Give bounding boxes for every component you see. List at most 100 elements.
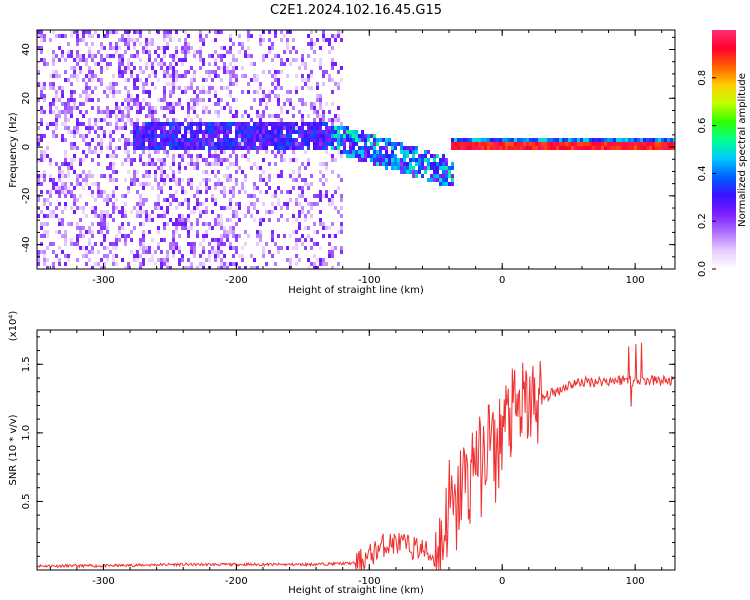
spectrogram-cell (220, 218, 223, 222)
spectrogram-cell (166, 118, 169, 122)
spectrogram-cell (622, 142, 625, 146)
spectrogram-cell (202, 130, 205, 134)
spectrogram-cell (136, 50, 139, 54)
spectrogram-cell (199, 138, 202, 142)
spectrogram-cell (169, 110, 172, 114)
spectrogram-cell (520, 138, 523, 142)
spectrogram-cell (100, 174, 103, 178)
spectrogram-cell (406, 154, 409, 158)
spectrogram-cell (388, 142, 391, 146)
spectrogram-cell (157, 98, 160, 102)
spectrogram-cell (388, 154, 391, 158)
spectrogram-cell (40, 242, 43, 246)
spectrogram-cell (190, 118, 193, 122)
spectrogram-cell (301, 102, 304, 106)
spectrogram-cell (142, 186, 145, 190)
spectrogram-cell (397, 142, 400, 146)
spectrogram-cell (310, 102, 313, 106)
spectrogram-cell (274, 162, 277, 166)
spectrogram-cell (253, 74, 256, 78)
spectrogram-cell (121, 110, 124, 114)
spectrogram-cell (157, 122, 160, 126)
spectrogram-cell (442, 162, 445, 166)
spectrogram-cell (274, 242, 277, 246)
spectrogram-cell (259, 98, 262, 102)
spectrogram-cell (130, 38, 133, 42)
spectrogram-cell (637, 146, 640, 150)
spectrogram-cell (79, 70, 82, 74)
spectrogram-cell (70, 50, 73, 54)
spectrogram-cell (145, 42, 148, 46)
spectrogram-cell (151, 186, 154, 190)
spectrogram-cell (199, 126, 202, 130)
spectrogram-cell (265, 150, 268, 154)
spectrogram-cell (130, 178, 133, 182)
spectrogram-cell (73, 74, 76, 78)
spectrogram-cell (229, 50, 232, 54)
spectrogram-cell (226, 70, 229, 74)
spectrogram-cell (178, 214, 181, 218)
spectrogram-cell (319, 102, 322, 106)
spectrogram-cell (517, 146, 520, 150)
spectrogram-cell (199, 190, 202, 194)
spectrogram-cell (223, 130, 226, 134)
spectrogram-cell (220, 226, 223, 230)
spectrogram-cell (226, 130, 229, 134)
spectrogram-cell (139, 206, 142, 210)
spectrogram-cell (40, 50, 43, 54)
spectrogram-cell (325, 178, 328, 182)
spectrogram-cell (172, 146, 175, 150)
spectrogram-cell (286, 46, 289, 50)
spectrogram-cell (190, 122, 193, 126)
spectrogram-cell (664, 138, 667, 142)
spectrogram-cell (43, 62, 46, 66)
spectrogram-cell (604, 146, 607, 150)
spectrogram-cell (223, 126, 226, 130)
spectrogram-cell (253, 182, 256, 186)
spectrogram-cell (256, 266, 259, 269)
spectrogram-cell (229, 142, 232, 146)
spectrogram-cell (595, 146, 598, 150)
spectrogram-cell (256, 74, 259, 78)
spectrogram-cell (448, 174, 451, 178)
spectrogram-cell (112, 130, 115, 134)
spectrogram-cell (598, 142, 601, 146)
spectrogram-cell (562, 142, 565, 146)
spectrogram-cell (223, 66, 226, 70)
spectrogram-cell (319, 134, 322, 138)
spectrogram-cell (205, 178, 208, 182)
spectrogram-cell (289, 258, 292, 262)
spectrogram-cell (223, 150, 226, 154)
spectrogram-cell (520, 142, 523, 146)
spectrogram-cell (250, 146, 253, 150)
spectrogram-cell (106, 114, 109, 118)
spectrogram-cell (187, 146, 190, 150)
spectrogram-cell (226, 50, 229, 54)
spectrogram-cell (127, 98, 130, 102)
spectrogram-cell (370, 158, 373, 162)
spectrogram-cell (70, 222, 73, 226)
spectrogram-cell (46, 214, 49, 218)
spectrogram-cell (154, 202, 157, 206)
spectrogram-cell (184, 222, 187, 226)
spectrogram-cell (499, 142, 502, 146)
spectrogram-cell (319, 62, 322, 66)
spectrogram-cell (103, 226, 106, 230)
spectrogram-cell (184, 74, 187, 78)
spectrogram-cell (316, 202, 319, 206)
spectrogram-cell (484, 138, 487, 142)
spectrogram-cell (310, 206, 313, 210)
spectrogram-cell (127, 78, 130, 82)
spectrogram-cell (100, 78, 103, 82)
spectrogram-cell (88, 258, 91, 262)
spectrogram-cell (67, 162, 70, 166)
spectrogram-cell (40, 182, 43, 186)
spectrogram-cell (577, 138, 580, 142)
spectrogram-cell (604, 142, 607, 146)
spectrogram-cell (328, 130, 331, 134)
spectrogram-cell (202, 78, 205, 82)
spectrogram-cell (448, 170, 451, 174)
spectrogram-cell (64, 254, 67, 258)
spectrogram-cell (106, 66, 109, 70)
spectrogram-cell (67, 42, 70, 46)
